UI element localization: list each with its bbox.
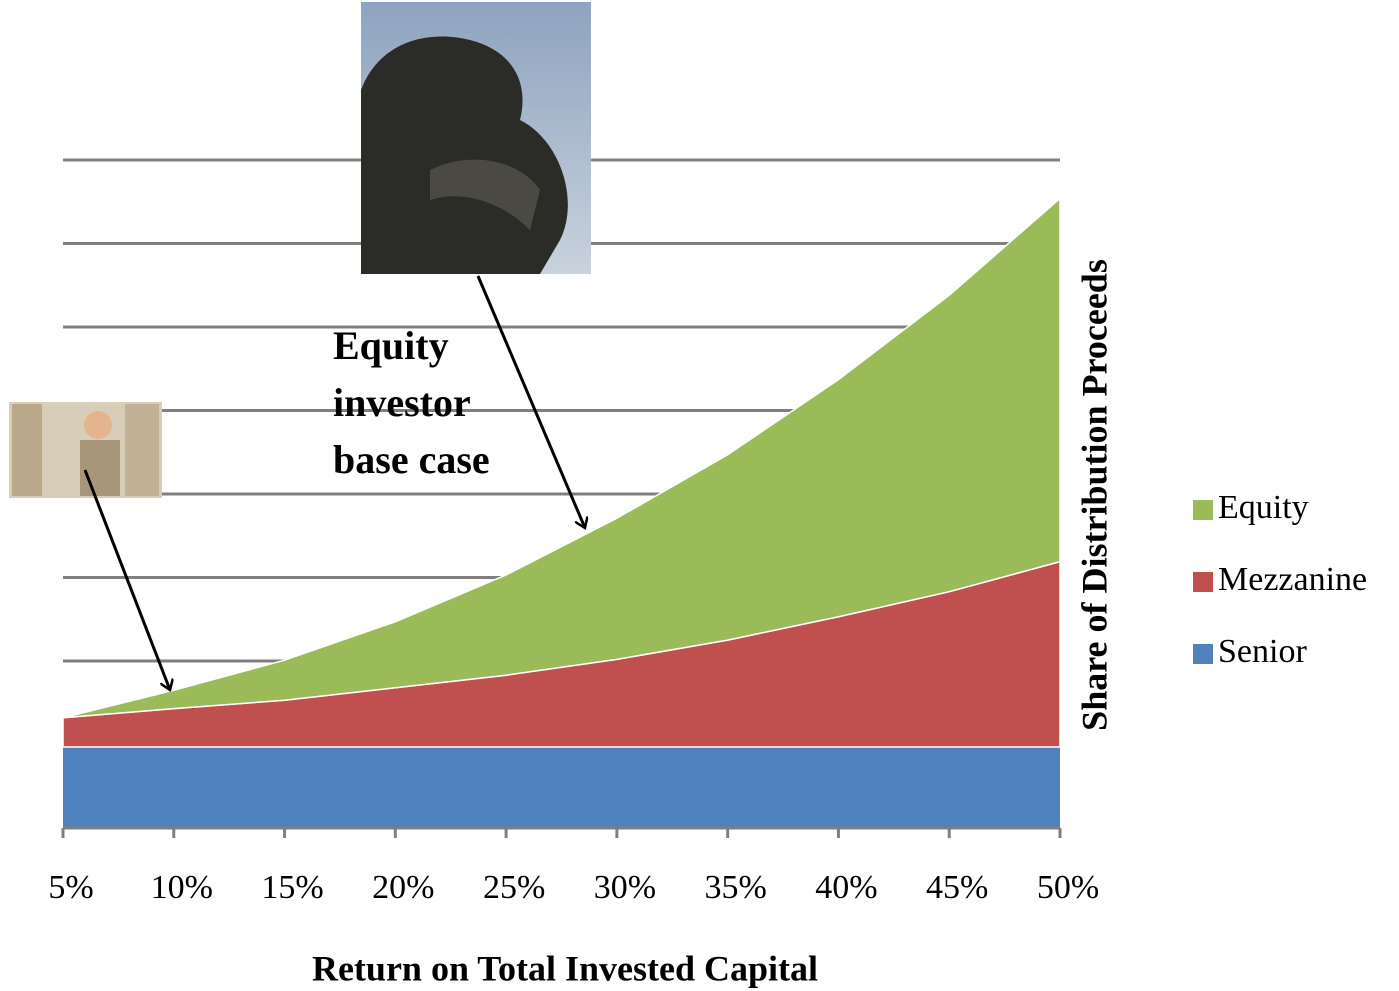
- books-image: [9, 402, 162, 498]
- thinker-image: [361, 2, 591, 275]
- x-tick-label: 25%: [483, 869, 545, 906]
- annotation-line: Equity: [333, 323, 449, 368]
- axes: 5% 10% 15% 20% 25% 30% 35% 40% 45% 50%: [48, 826, 1099, 906]
- x-tick-label: 20%: [372, 869, 434, 906]
- x-tick-label: 30%: [594, 869, 656, 906]
- legend-swatch: [1193, 572, 1213, 592]
- annotation-line: investor: [333, 380, 471, 425]
- legend-label: Mezzanine: [1218, 561, 1367, 598]
- legend-label: Equity: [1218, 489, 1309, 526]
- x-tick-label: 10%: [151, 869, 213, 906]
- annotation: Equity investor base case: [333, 323, 490, 482]
- arrow: [83, 469, 170, 690]
- x-tick-label: 45%: [926, 869, 988, 906]
- x-tick-label: 35%: [705, 869, 767, 906]
- x-tick-label: 50%: [1037, 869, 1099, 906]
- x-tick-label: 5%: [48, 869, 93, 906]
- arrow: [476, 275, 585, 528]
- x-tick-label: 15%: [261, 869, 323, 906]
- legend-swatch: [1193, 500, 1213, 520]
- y-axis-title: Share of Distribution Proceeds: [1074, 259, 1114, 731]
- legend-swatch: [1193, 644, 1213, 664]
- annotation-line: base case: [333, 437, 490, 482]
- legend: Equity Mezzanine Senior: [1193, 489, 1367, 670]
- x-tick-label: 40%: [815, 869, 877, 906]
- area: [62, 196, 1061, 719]
- area: [63, 747, 1060, 828]
- x-axis-title: Return on Total Invested Capital: [312, 948, 818, 988]
- legend-label: Senior: [1218, 633, 1307, 670]
- areas: [62, 196, 1061, 828]
